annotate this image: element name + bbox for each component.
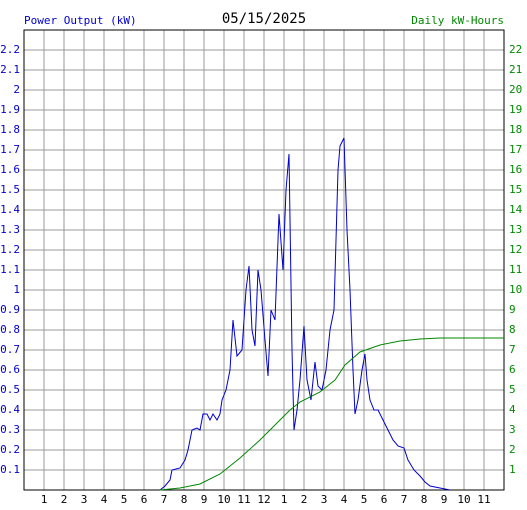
chart-title: 05/15/2025 (222, 11, 306, 27)
plot-border (23, 29, 505, 491)
y2-tick-label: 1 (509, 463, 516, 476)
series-line (159, 137, 451, 491)
y2-tick-label: 9 (509, 303, 516, 316)
x-tick-label: 4 (341, 493, 348, 506)
y-tick-label: 0.3 (0, 423, 20, 436)
x-tick-label: 8 (421, 493, 428, 506)
y2-tick-label: 20 (509, 83, 522, 96)
x-tick-label: 11 (237, 493, 250, 506)
y2-tick-label: 2 (509, 443, 516, 456)
y-tick-label: 1.6 (0, 163, 20, 176)
y-tick-label: 1.2 (0, 243, 20, 256)
y-tick-label: 0.7 (0, 343, 20, 356)
y-tick-label: 0.5 (0, 383, 20, 396)
x-tick-label: 10 (217, 493, 230, 506)
y2-tick-label: 21 (509, 63, 522, 76)
y2-tick-label: 15 (509, 183, 522, 196)
x-tick-label: 12 (257, 493, 270, 506)
y-tick-label: 1.3 (0, 223, 20, 236)
y2-tick-label: 16 (509, 163, 522, 176)
y-tick-label: 1.8 (0, 123, 20, 136)
y-tick-label: 1.1 (0, 263, 20, 276)
y2-tick-label: 3 (509, 423, 516, 436)
x-tick-label: 3 (81, 493, 88, 506)
y-tick-label: 2.1 (0, 63, 20, 76)
x-tick-label: 1 (281, 493, 288, 506)
x-tick-label: 6 (141, 493, 148, 506)
x-tick-label: 9 (441, 493, 448, 506)
y-tick-label: 0.8 (0, 323, 20, 336)
y-axis-title: Power Output (kW) (24, 14, 137, 27)
y2-tick-label: 13 (509, 223, 522, 236)
y-tick-label: 0.9 (0, 303, 20, 316)
x-tick-label: 9 (201, 493, 208, 506)
y2-tick-label: 7 (509, 343, 516, 356)
y2-tick-label: 10 (509, 283, 522, 296)
y-tick-label: 1.4 (0, 203, 20, 216)
y-tick-label: 1.5 (0, 183, 20, 196)
y-tick-label: 2.2 (0, 43, 20, 56)
y2-tick-label: 5 (509, 383, 516, 396)
y-tick-label: 1.7 (0, 143, 20, 156)
y2-tick-label: 6 (509, 363, 516, 376)
x-tick-label: 8 (181, 493, 188, 506)
y2-tick-label: 4 (509, 403, 516, 416)
y-tick-label: 0.2 (0, 443, 20, 456)
y2-axis-title: Daily kW-Hours (411, 14, 504, 27)
x-tick-label: 7 (161, 493, 168, 506)
y-tick-label: 2 (13, 83, 20, 96)
y-tick-label: 1.9 (0, 103, 20, 116)
x-tick-label: 1 (41, 493, 48, 506)
y2-tick-label: 8 (509, 323, 516, 336)
x-tick-label: 5 (361, 493, 368, 506)
x-tick-label: 6 (381, 493, 388, 506)
y2-tick-label: 18 (509, 123, 522, 136)
x-tick-label: 2 (301, 493, 308, 506)
x-tick-label: 2 (61, 493, 68, 506)
series-line (159, 337, 504, 491)
y2-tick-label: 12 (509, 243, 522, 256)
y2-tick-label: 22 (509, 43, 522, 56)
y2-tick-label: 19 (509, 103, 522, 116)
x-tick-label: 10 (457, 493, 470, 506)
x-tick-label: 4 (101, 493, 108, 506)
y2-tick-label: 14 (509, 203, 523, 216)
y-tick-label: 0.4 (0, 403, 20, 416)
y-tick-label: 1 (13, 283, 20, 296)
x-tick-label: 7 (401, 493, 408, 506)
x-tick-label: 11 (477, 493, 490, 506)
y2-tick-label: 17 (509, 143, 522, 156)
x-tick-label: 3 (321, 493, 328, 506)
y2-tick-label: 11 (509, 263, 522, 276)
x-tick-label: 5 (121, 493, 128, 506)
y-tick-label: 0.6 (0, 363, 20, 376)
y-tick-label: 0.1 (0, 463, 20, 476)
